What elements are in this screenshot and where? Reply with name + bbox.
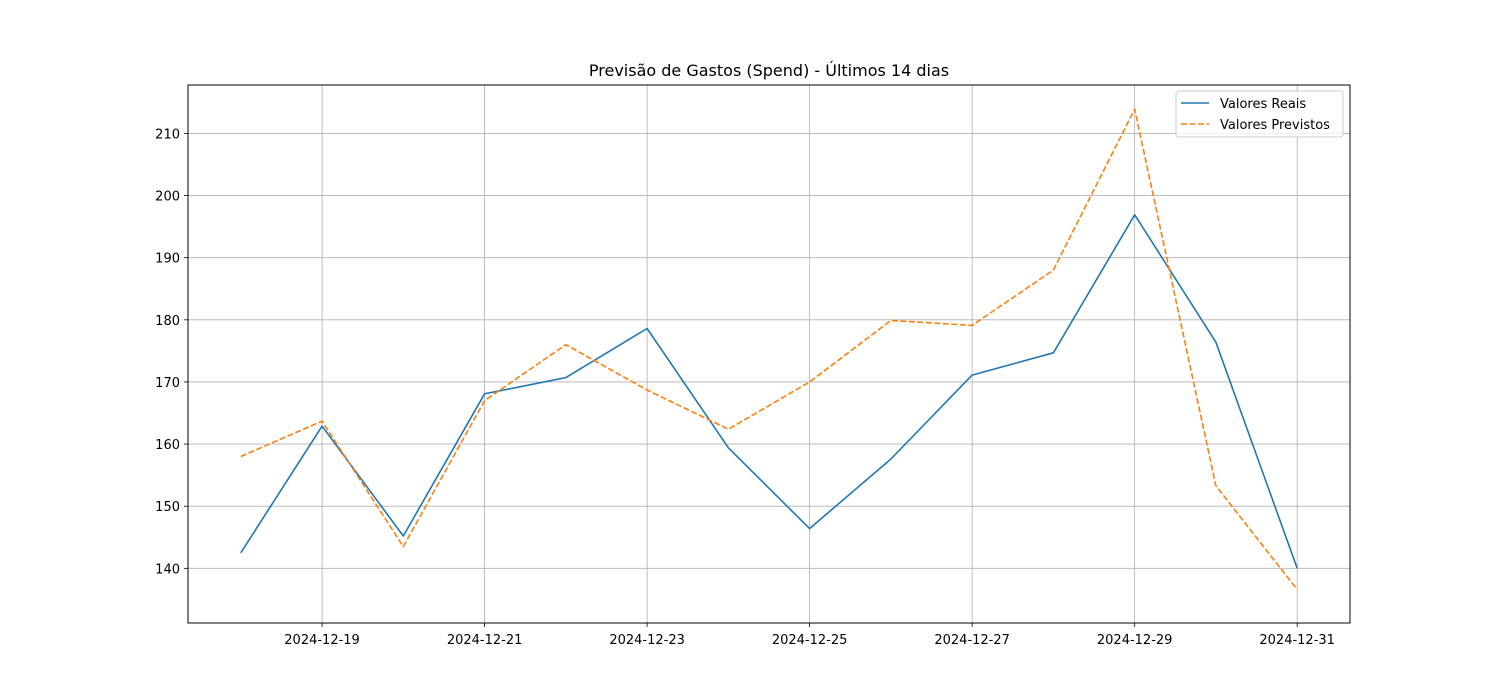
y-tick-label: 140 <box>155 562 180 577</box>
series-line-valores-previstos <box>240 108 1298 590</box>
y-tick-label: 180 <box>155 314 180 329</box>
x-tick-label: 2024-12-21 <box>447 633 523 648</box>
y-tick-label: 150 <box>155 500 180 515</box>
x-tick-label: 2024-12-27 <box>934 633 1010 648</box>
x-tick-label: 2024-12-19 <box>284 633 360 648</box>
x-tick-label: 2024-12-23 <box>609 633 685 648</box>
plot-frame <box>187 84 1351 624</box>
y-tick-label: 190 <box>155 252 180 267</box>
x-tick-label: 2024-12-29 <box>1097 633 1173 648</box>
legend-box <box>1175 90 1344 138</box>
x-tick-label: 2024-12-31 <box>1259 633 1335 648</box>
y-tick-label: 160 <box>155 438 180 453</box>
chart-title: Previsão de Gastos (Spend) - Últimos 14 … <box>589 61 949 80</box>
y-tick-label: 200 <box>155 190 180 205</box>
legend-label: Valores Previstos <box>1220 118 1330 133</box>
legend: Valores Reais Valores Previstos <box>1175 90 1344 138</box>
series-line-valores-reais <box>240 214 1298 569</box>
y-tick-label: 170 <box>155 376 180 391</box>
y-axis: 140 150 160 170 180 190 200 210 <box>155 127 188 577</box>
legend-label: Valores Reais <box>1220 97 1306 112</box>
x-tick-label: 2024-12-25 <box>772 633 848 648</box>
series-lines <box>240 108 1298 590</box>
x-axis: 2024-12-19 2024-12-21 2024-12-23 2024-12-25… <box>284 623 1335 648</box>
y-tick-label: 210 <box>155 127 180 142</box>
